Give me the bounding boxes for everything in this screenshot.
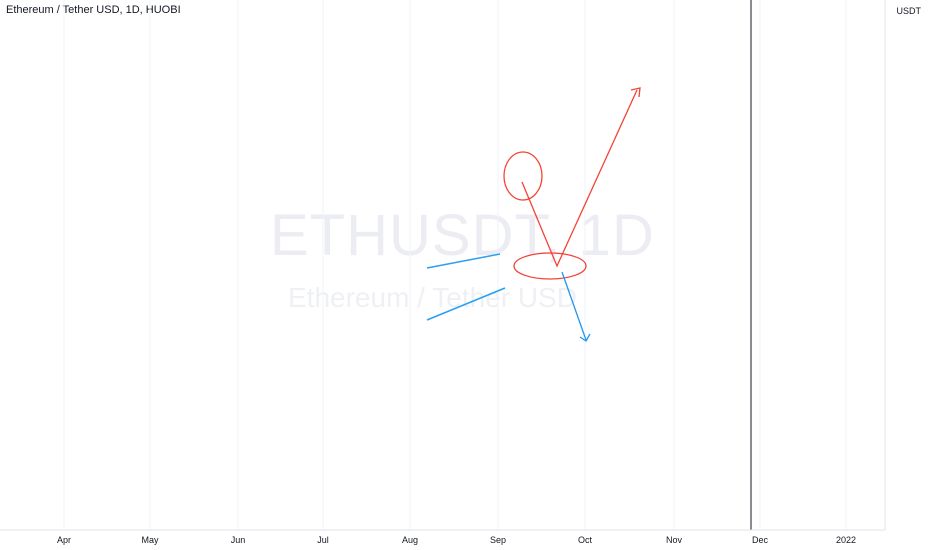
triangle-lower-line [426, 287, 506, 321]
x-tick-label: Dec [752, 535, 769, 545]
watermark-symbol: ETHUSDT, 1D [270, 203, 655, 268]
x-tick-label: Nov [666, 535, 683, 545]
y-axis: USDT [897, 6, 922, 16]
bearish-arrow-head [579, 333, 591, 342]
x-tick-label: Sep [490, 535, 506, 545]
x-tick-label: 2022 [836, 535, 856, 545]
x-axis: Apr May Jun Jul Aug Sep Oct Nov Dec 2022 [57, 535, 856, 545]
drawings [426, 87, 641, 342]
top-circle [503, 151, 543, 201]
watermark-name: Ethereum / Tether USD [288, 282, 577, 313]
chart-title: Ethereum / Tether USD, 1D, HUOBI [6, 4, 181, 16]
grid-lines [63, 0, 847, 530]
triangle-upper-line [426, 253, 501, 269]
retest-ellipse [513, 252, 587, 280]
bullish-arrow-head [630, 87, 641, 98]
support-resistance-zones [750, 0, 752, 530]
x-tick-label: Jun [231, 535, 246, 545]
x-tick-label: Aug [402, 535, 418, 545]
y-unit-label: USDT [897, 6, 922, 16]
bullish-arrow-path [521, 89, 638, 268]
x-tick-label: Oct [578, 535, 593, 545]
x-tick-label: Jul [317, 535, 329, 545]
x-tick-label: Apr [57, 535, 71, 545]
x-tick-label: May [141, 535, 159, 545]
bearish-arrow-path [561, 271, 587, 341]
